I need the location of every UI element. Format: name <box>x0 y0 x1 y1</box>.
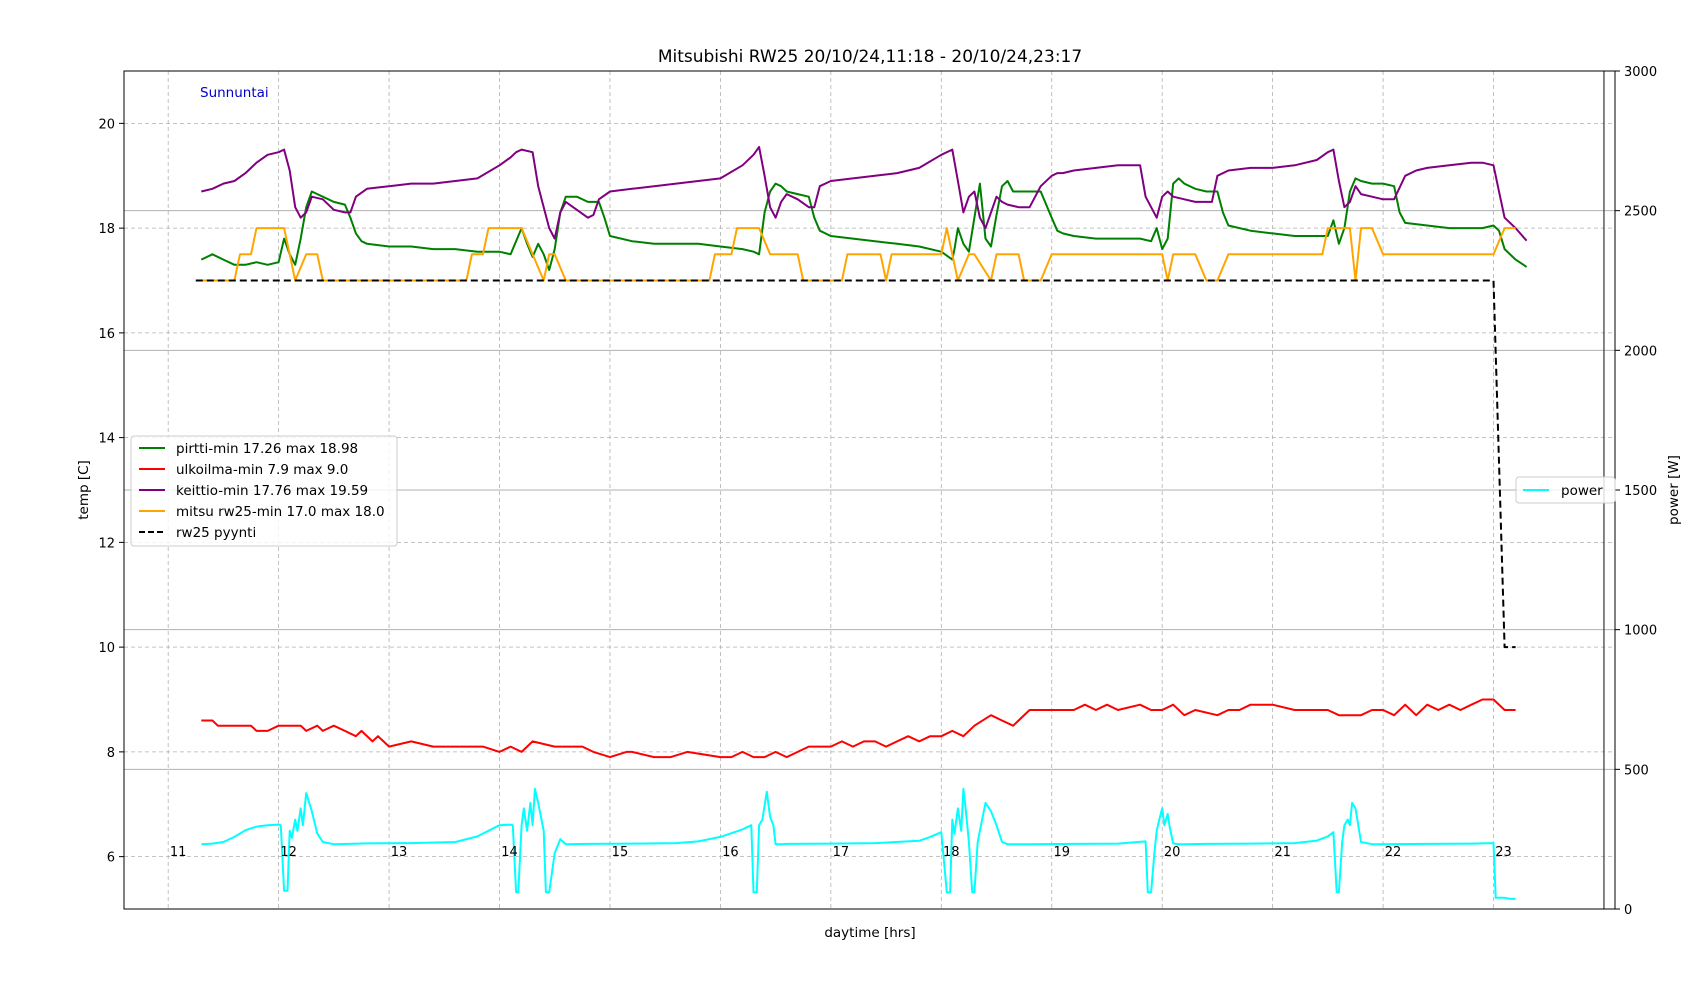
hour-labels: 11 12 13 14 15 16 17 18 19 20 21 22 23 <box>170 845 1512 860</box>
y-tick-label: 20 <box>98 117 115 132</box>
series-layer <box>195 145 1528 900</box>
power-legend: power <box>1515 476 1616 504</box>
series-power <box>201 787 1516 900</box>
y-right-tick-label: 1500 <box>1624 484 1657 499</box>
hour-label: 19 <box>1053 845 1070 860</box>
y-right-tick-label: 0 <box>1624 903 1632 918</box>
legend-label-pyynti: rw25 pyynti <box>176 525 256 541</box>
chart-title: Mitsubishi RW25 20/10/24,11:18 - 20/10/2… <box>658 47 1082 67</box>
hour-label: 15 <box>612 845 629 860</box>
legend-label-pirtti: pirtti-min 17.26 max 18.98 <box>176 441 358 457</box>
y-right-tick-label: 500 <box>1624 763 1649 778</box>
y-right-tick-label: 2500 <box>1624 205 1657 220</box>
hour-label: 16 <box>722 845 739 860</box>
y-tick-label: 16 <box>98 327 115 342</box>
y-right-tick-label: 1000 <box>1624 624 1657 639</box>
hour-label: 20 <box>1164 845 1181 860</box>
hour-label: 18 <box>943 845 960 860</box>
legend-label-mitsu: mitsu rw25-min 17.0 max 18.0 <box>176 504 385 520</box>
hour-label: 14 <box>501 845 518 860</box>
legend: pirtti-min 17.26 max 18.98 ulkoilma-min … <box>130 435 398 547</box>
hour-label: 17 <box>833 845 850 860</box>
y-axis-label-right: power [W] <box>1666 455 1682 525</box>
y-tick-label: 14 <box>98 432 115 447</box>
y-tick-label: 8 <box>107 746 115 761</box>
left-axis: 6 8 10 12 14 16 18 20 <box>98 117 124 866</box>
y-tick-label: 6 <box>107 851 115 866</box>
series-line-0 <box>200 177 1528 271</box>
hour-label: 22 <box>1385 845 1402 860</box>
y-tick-label: 12 <box>98 536 115 551</box>
y-right-tick-label: 2000 <box>1624 344 1657 359</box>
y-axis-label: temp [C] <box>76 460 92 520</box>
hour-label: 13 <box>391 845 408 860</box>
hour-label: 12 <box>280 845 297 860</box>
y-tick-label: 18 <box>98 222 115 237</box>
legend-box <box>130 435 398 547</box>
power-legend-box <box>1515 476 1616 504</box>
legend-label-power: power <box>1561 483 1603 499</box>
hour-label: 11 <box>170 845 187 860</box>
y-right-tick-label: 3000 <box>1624 65 1657 80</box>
legend-label-keittio: keittio-min 17.76 max 19.59 <box>176 483 368 499</box>
series-line-1 <box>201 698 1516 759</box>
x-axis-label: daytime [hrs] <box>824 925 915 941</box>
series-line-4 <box>195 279 1516 649</box>
legend-label-ulkoilma: ulkoilma-min 7.9 max 9.0 <box>176 462 348 478</box>
right-axis: 0 500 1000 1500 2000 2500 3000 <box>1615 65 1657 918</box>
hour-label: 23 <box>1495 845 1512 860</box>
day-annotation: Sunnuntai <box>200 85 269 101</box>
y-tick-label: 10 <box>98 641 115 656</box>
series-line-2 <box>201 145 1528 242</box>
hour-label: 21 <box>1274 845 1291 860</box>
